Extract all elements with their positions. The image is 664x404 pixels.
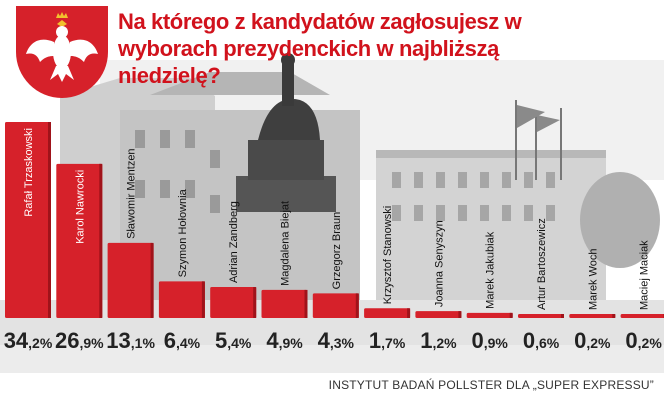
value-label: 0,6% — [523, 328, 560, 353]
bar-shade — [150, 242, 154, 318]
value-label: 0,9% — [472, 328, 509, 353]
value-label: 4,9% — [266, 328, 303, 353]
category-label: Joanna Senyszyn — [433, 220, 445, 307]
category-label: Rafał Trzaskowski — [23, 128, 35, 217]
category-label: Karol Nawrocki — [74, 170, 86, 244]
category-label: Marek Woch — [587, 248, 599, 310]
value-label: 26,9% — [55, 328, 104, 353]
source-note: INSTYTUT BADAŃ POLLSTER DLA „SUPER EXPRE… — [328, 378, 654, 392]
bar-shade — [509, 312, 513, 318]
bar — [518, 314, 564, 318]
bar — [107, 242, 154, 318]
category-label: Szymon Hołownia — [177, 188, 189, 277]
chart-title: Na którego z kandydatów zagłosujesz w wy… — [118, 9, 522, 88]
bar — [261, 289, 308, 318]
bar-shade — [407, 308, 411, 318]
bar — [620, 314, 664, 318]
bar — [364, 308, 411, 318]
value-label: 1,2% — [420, 328, 457, 353]
category-label: Grzegorz Braun — [331, 212, 343, 290]
bar — [466, 312, 513, 318]
polish-eagle-emblem — [16, 6, 108, 98]
value-label: 34,2% — [4, 328, 53, 353]
category-label: Krzysztof Stanowski — [382, 206, 394, 304]
category-label: Maciej Maciak — [639, 240, 651, 310]
bar-shade — [304, 289, 308, 318]
bar-shade — [561, 314, 564, 318]
value-label: 13,1% — [106, 328, 155, 353]
bar — [415, 311, 462, 318]
category-label: Marek Jakubiak — [485, 231, 497, 309]
bar-shade — [48, 122, 51, 318]
eagle-icon — [26, 12, 98, 82]
bar-shade — [612, 314, 616, 318]
bar-shade — [458, 311, 462, 318]
value-label: 6,4% — [164, 328, 201, 353]
category-label: Adrian Zandberg — [228, 201, 240, 283]
bar-shade — [201, 281, 205, 318]
category-label: Sławomir Mentzen — [126, 148, 138, 238]
value-label: 4,3% — [318, 328, 355, 353]
bar — [5, 122, 51, 318]
category-label: Magdalena Biejat — [280, 201, 292, 286]
bar-shade — [253, 287, 257, 318]
bar — [56, 163, 103, 318]
bar-shade — [99, 163, 103, 318]
value-label: 1,7% — [369, 328, 406, 353]
bar — [312, 293, 359, 318]
bar — [210, 287, 257, 318]
value-label: 5,4% — [215, 328, 252, 353]
value-label: 0,2% — [574, 328, 611, 353]
bar — [158, 281, 205, 318]
value-label: 0,2% — [625, 328, 662, 353]
bar-shade — [355, 293, 359, 318]
bar — [569, 314, 616, 318]
category-label: Artur Bartoszewicz — [536, 218, 548, 310]
